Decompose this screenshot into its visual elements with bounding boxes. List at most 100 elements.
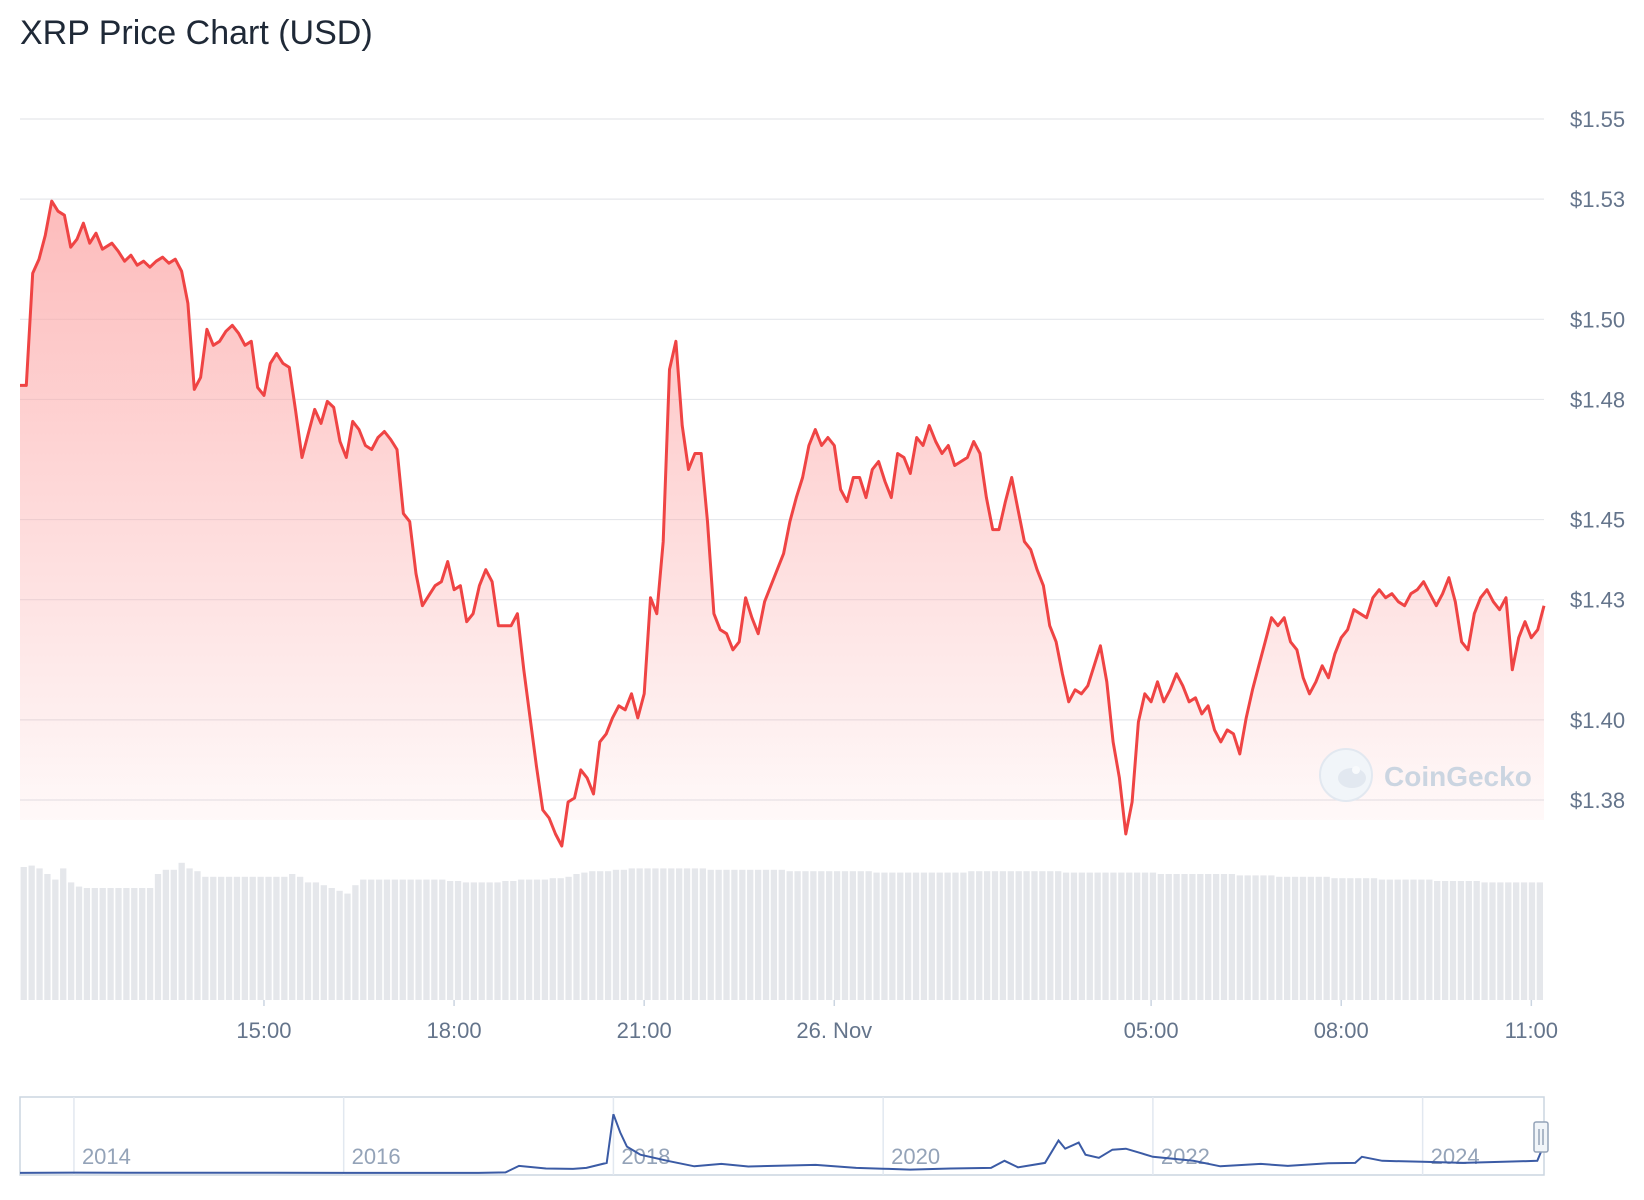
volume-bar (296, 876, 304, 1000)
volume-bar (1007, 871, 1014, 1000)
volume-bar (510, 881, 517, 1000)
y-tick-label: $1.43 (1570, 588, 1625, 613)
volume-bar (747, 869, 754, 1000)
volume-bar (1157, 874, 1164, 1000)
navigator-year-label: 2016 (352, 1144, 401, 1169)
x-tick-label: 15:00 (236, 1018, 291, 1043)
volume-bar (999, 871, 1007, 1000)
volume-bar (383, 879, 391, 1000)
volume-bar (447, 881, 454, 1000)
volume-bar (139, 888, 146, 1000)
y-axis: $1.55 $1.53 $1.50 $1.48 $1.45 $1.43 $1.40 $1.38 (1570, 107, 1625, 813)
volume-bar (581, 872, 588, 1000)
y-tick-label: $1.45 (1570, 508, 1625, 533)
volume-bar (660, 868, 667, 1000)
price-area (20, 199, 1546, 848)
volume-bar (1331, 878, 1338, 1000)
volume-bar (1110, 872, 1117, 1000)
volume-bar (1165, 874, 1172, 1000)
volume-bar (1276, 876, 1283, 1000)
volume-bar (675, 868, 683, 1000)
volume-bar (28, 865, 35, 1000)
volume-bar (75, 886, 83, 1000)
volume-bar (178, 862, 185, 1000)
volume-bar (533, 879, 541, 1000)
volume-bar (683, 868, 691, 1000)
volume-bar (1039, 871, 1046, 1000)
watermark-text: CoinGecko (1384, 761, 1532, 792)
volume-bar (549, 878, 556, 1000)
volume-bar (707, 869, 714, 1000)
volume-bar (802, 871, 809, 1000)
volume-bar (1078, 872, 1086, 1000)
volume-bar (241, 876, 248, 1000)
volume-bar (715, 869, 722, 1000)
volume-bar (83, 888, 91, 1000)
volume-bar (699, 868, 706, 1000)
volume-bar (257, 876, 264, 1000)
volume-bar (312, 882, 320, 1000)
volume-bar (1149, 872, 1157, 1000)
volume-bar (1291, 876, 1299, 1000)
volume-bar (439, 879, 446, 1000)
volume-bar (1481, 882, 1488, 1000)
volume-bar (1284, 876, 1291, 1000)
navigator-handle[interactable] (1533, 1121, 1549, 1153)
volume-bar (857, 871, 864, 1000)
volume-bar (328, 888, 335, 1000)
volume-bar (1378, 879, 1386, 1000)
x-tick-label: 21:00 (617, 1018, 672, 1043)
volume-bar (36, 868, 43, 1000)
volume-bar (265, 876, 272, 1000)
navigator-year-label: 2014 (82, 1144, 131, 1169)
volume-bar (1031, 871, 1038, 1000)
volume-bar (889, 872, 896, 1000)
volume-bar (1370, 878, 1378, 1000)
volume-bar (928, 872, 935, 1000)
volume-bar (470, 882, 477, 1000)
volume-bar (557, 878, 564, 1000)
volume-bar (494, 882, 501, 1000)
volume-bar (415, 879, 422, 1000)
volume-bar (1362, 878, 1370, 1000)
volume-bar (1126, 872, 1133, 1000)
volume-bar (628, 868, 635, 1000)
volume-bar (304, 882, 312, 1000)
volume-bar (1489, 882, 1496, 1000)
volume-bar (218, 876, 225, 1000)
volume-bar (107, 888, 114, 1000)
volume-bar (968, 871, 975, 1000)
volume-bar (1244, 875, 1251, 1000)
volume-bar (810, 871, 817, 1000)
volume-bar (952, 872, 959, 1000)
volume-bar (1473, 881, 1480, 1000)
y-tick-label: $1.40 (1570, 708, 1625, 733)
volume-bar (936, 872, 943, 1000)
volume-bar (731, 869, 738, 1000)
volume-bar (991, 871, 999, 1000)
volume-bar (91, 888, 98, 1000)
volume-bar (44, 874, 51, 1000)
x-tick-label: 05:00 (1124, 1018, 1179, 1043)
volume-bar (897, 872, 904, 1000)
volume-bar (541, 879, 549, 1000)
volume-bar (368, 879, 375, 1000)
volume-bar (1386, 879, 1393, 1000)
volume-bar (1441, 881, 1449, 1000)
volume-bar (620, 869, 628, 1000)
volume-bar (423, 879, 430, 1000)
volume-bar (399, 879, 406, 1000)
volume-bar (1299, 876, 1307, 1000)
volume-bar (1133, 872, 1141, 1000)
volume-bar (1094, 872, 1101, 1000)
volume-bar (1355, 878, 1362, 1000)
volume-bar (478, 882, 485, 1000)
volume-bar (794, 871, 801, 1000)
volume-bar (1513, 882, 1520, 1000)
volume-bar (1418, 879, 1425, 1000)
volume-bar (1141, 872, 1149, 1000)
volume-bar (644, 868, 651, 1000)
volume-bar (186, 868, 193, 1000)
volume-bar (612, 869, 620, 1000)
